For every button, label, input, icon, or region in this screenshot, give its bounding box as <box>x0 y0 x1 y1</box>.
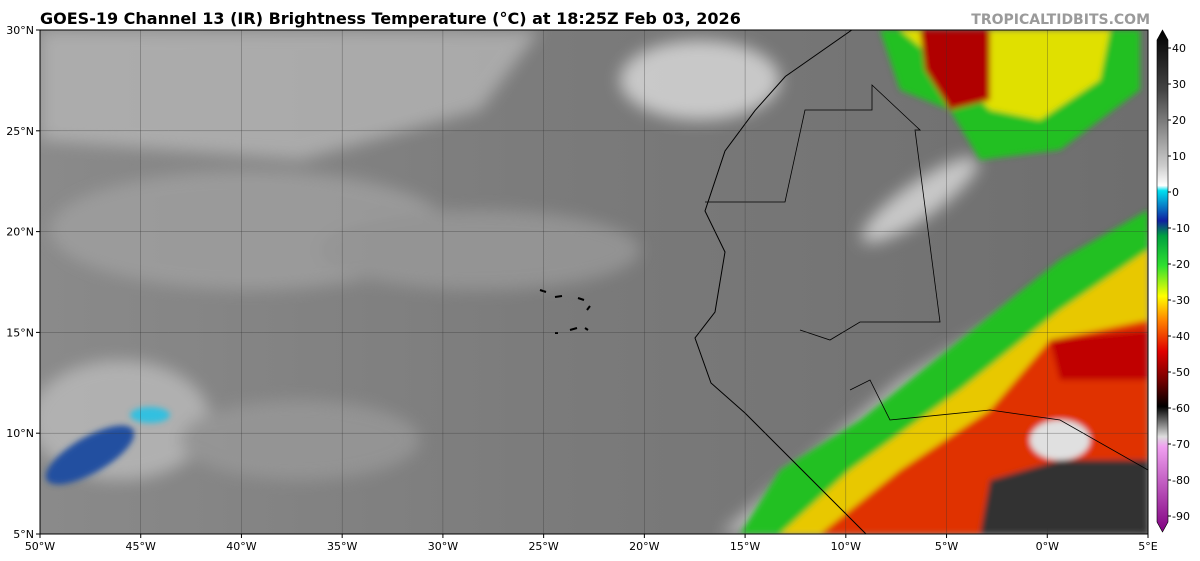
colorbar-label: 30 <box>1172 78 1186 91</box>
lat-label: 15°N <box>6 326 34 339</box>
lon-label: 0°W <box>1036 540 1059 553</box>
colorbar-label: 10 <box>1172 150 1186 163</box>
lat-label: 25°N <box>6 125 34 138</box>
colorbar <box>1156 29 1169 533</box>
colorbar-label: 0 <box>1172 186 1179 199</box>
lon-label: 25°W <box>528 540 558 553</box>
lon-label: 45°W <box>126 540 156 553</box>
colorbar-label: 20 <box>1172 114 1186 127</box>
lon-label: 30°W <box>428 540 458 553</box>
lon-label: 10°W <box>831 540 861 553</box>
lat-label: 10°N <box>6 427 34 440</box>
colorbar-label: -10 <box>1172 222 1190 235</box>
colorbar-label: -20 <box>1172 258 1190 271</box>
colorbar-label: -80 <box>1172 474 1190 487</box>
colorbar-label: 40 <box>1172 42 1186 55</box>
lon-label: 15°W <box>730 540 760 553</box>
lon-label: 50°W <box>25 540 55 553</box>
lat-label: 30°N <box>6 24 34 37</box>
lon-label: 35°W <box>327 540 357 553</box>
lon-label: 40°W <box>226 540 256 553</box>
map-title: GOES-19 Channel 13 (IR) Brightness Tempe… <box>40 9 741 28</box>
colorbar-label: -70 <box>1172 438 1190 451</box>
lon-label: 5°E <box>1138 540 1157 553</box>
colorbar-label: -60 <box>1172 402 1190 415</box>
lat-label: 5°N <box>13 528 34 541</box>
credit: TROPICALTIDBITS.COM <box>971 12 1150 28</box>
colorbar-label: -30 <box>1172 294 1190 307</box>
map-frame <box>39 29 1149 535</box>
satellite-image <box>40 30 1148 534</box>
lat-label: 20°N <box>6 226 34 239</box>
lon-label: 5°W <box>935 540 958 553</box>
colorbar-label: -50 <box>1172 366 1190 379</box>
colorbar-label: -40 <box>1172 330 1190 343</box>
colorbar-label: -90 <box>1172 510 1190 523</box>
lon-label: 20°W <box>629 540 659 553</box>
